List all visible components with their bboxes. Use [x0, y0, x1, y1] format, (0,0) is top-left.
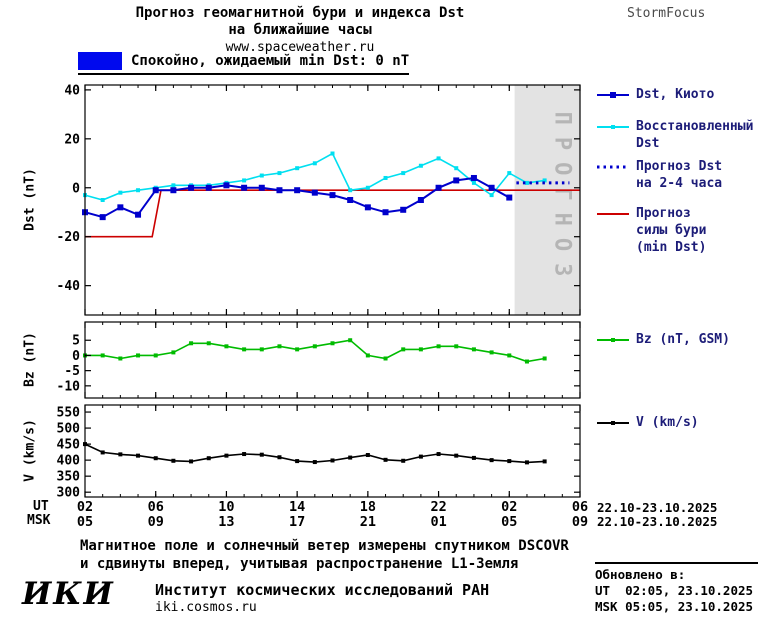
dst-kyoto-line-icon [597, 92, 629, 98]
svg-text:20: 20 [64, 132, 80, 147]
svg-text:550: 550 [57, 406, 81, 421]
svg-text:450: 450 [57, 438, 81, 453]
legend-label: Прогноз силы бури (min Dst) [636, 206, 707, 255]
svg-text:14: 14 [289, 499, 305, 515]
updated-block: Обновлено в: UT 02:05, 23.10.2025 MSK 05… [595, 562, 758, 615]
updated-ut: UT 02:05, 23.10.2025 [595, 583, 754, 598]
date-range-msk: 22.10-23.10.2025 [597, 514, 718, 529]
svg-text:0: 0 [72, 181, 80, 196]
svg-text:40: 40 [64, 83, 80, 98]
svg-text:21: 21 [360, 514, 376, 530]
svg-text:5: 5 [72, 334, 80, 349]
bz-chart: 50-5-10 [57, 321, 581, 399]
v-line-icon [597, 421, 629, 425]
status-text: Спокойно, ожидаемый min Dst: 0 nT [131, 53, 410, 69]
restored-dst-line-icon [597, 125, 629, 129]
svg-text:17: 17 [289, 514, 305, 530]
page-subtitle: на ближайшие часы [228, 22, 372, 38]
svg-text:-20: -20 [57, 230, 81, 245]
svg-text:-10: -10 [57, 379, 81, 394]
updated-msk: MSK 05:05, 23.10.2025 [595, 599, 754, 614]
v-axis-label: V (km/s) [22, 419, 38, 482]
institute-name: Институт космических исследований РАН [155, 581, 490, 599]
svg-text:05: 05 [77, 514, 93, 530]
svg-text:05: 05 [501, 514, 517, 530]
legend-label: V (km/s) [636, 415, 699, 430]
page-title: Прогноз геомагнитной бури и индекса Dst [135, 5, 465, 21]
footer-note-line2: и сдвинуты вперед, учитывая распростране… [80, 556, 519, 572]
svg-text:400: 400 [57, 454, 81, 469]
brand-label: StormFocus [627, 6, 706, 21]
date-range-ut: 22.10-23.10.2025 [597, 500, 718, 515]
legend-label: Восстановленный Dst [636, 119, 754, 151]
institute-site: iki.cosmos.ru [155, 600, 257, 615]
dst-chart: ПРОГНОЗ 40 20 0 -20 -40 [57, 83, 581, 316]
svg-text:10: 10 [218, 499, 234, 515]
svg-text:09: 09 [572, 514, 588, 530]
legend-forecast-storm: Прогноз силы бури (min Dst) [596, 205, 706, 256]
updated-label: Обновлено в: [595, 567, 686, 582]
legend-bz: Bz (nT, GSM) [596, 331, 730, 348]
svg-text:22: 22 [430, 499, 446, 515]
legend-v: V (km/s) [596, 414, 699, 431]
svg-text:ПРОГНОЗ: ПРОГНОЗ [549, 112, 574, 289]
svg-text:-40: -40 [57, 279, 81, 294]
msk-axis-label: MSK [27, 513, 51, 528]
svg-text:01: 01 [430, 514, 446, 530]
status-legend: Спокойно, ожидаемый min Dst: 0 nT [78, 52, 410, 75]
svg-text:-5: -5 [64, 364, 80, 379]
iki-logo: ИКИ [22, 576, 115, 612]
ut-axis-label: UT [33, 499, 49, 514]
title-block: Прогноз геомагнитной бури и индекса Dst … [60, 5, 540, 55]
legend-label: Прогноз Dst на 2-4 часа [636, 159, 723, 191]
dst-axis-label: Dst (nT) [22, 168, 38, 231]
forecast-dst-dotted-line-icon [597, 165, 629, 169]
footer-note: Магнитное поле и солнечный ветер измерен… [80, 537, 569, 573]
svg-text:13: 13 [218, 514, 234, 530]
svg-text:500: 500 [57, 422, 81, 437]
forecast-storm-line-icon [597, 213, 629, 215]
svg-text:18: 18 [360, 499, 376, 515]
svg-text:02: 02 [501, 499, 517, 515]
svg-text:06: 06 [148, 499, 164, 515]
status-swatch [78, 52, 122, 70]
svg-text:0: 0 [72, 349, 80, 364]
website-link: www.spaceweather.ru [225, 40, 375, 55]
legend-label: Dst, Киото [636, 87, 715, 102]
svg-text:06: 06 [572, 499, 588, 515]
legend-dst-kyoto: Dst, Киото [596, 86, 714, 103]
svg-text:350: 350 [57, 470, 81, 485]
footer-note-line1: Магнитное поле и солнечный ветер измерен… [80, 538, 569, 554]
svg-text:02: 02 [77, 499, 93, 515]
legend-label: Bz (nT, GSM) [636, 332, 730, 347]
svg-text:300: 300 [57, 486, 81, 501]
bz-line-icon [597, 338, 629, 342]
legend-restored-dst: Восстановленный Dst [596, 118, 753, 152]
legend-forecast-dst: Прогноз Dst на 2-4 часа [596, 158, 722, 192]
svg-text:09: 09 [148, 514, 164, 530]
